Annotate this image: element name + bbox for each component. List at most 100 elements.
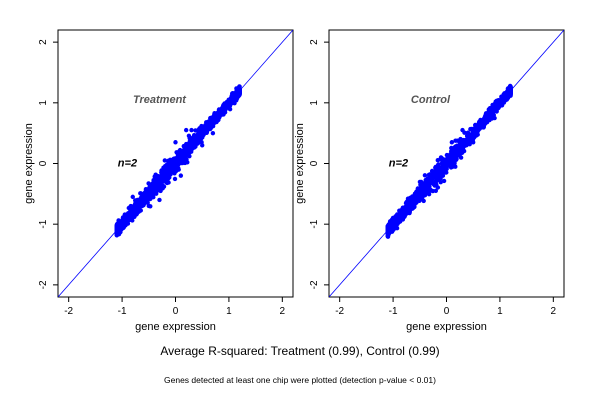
treatment-data-point [130, 194, 135, 200]
control-data-point [481, 118, 487, 124]
treatment-point [203, 129, 208, 134]
treatment-point [175, 151, 180, 157]
treatment-point [172, 176, 178, 182]
treatment-y-tick-label: -1 [38, 219, 49, 228]
treatment-data-point [162, 174, 168, 180]
control-data-point [444, 160, 449, 165]
treatment-point [198, 133, 203, 138]
control-point [405, 206, 410, 211]
control-y-tick-label: -2 [309, 280, 320, 289]
control-data-point [406, 200, 412, 206]
treatment-point [187, 145, 192, 150]
treatment-data-point [205, 124, 210, 130]
treatment-data-point [141, 197, 146, 203]
control-point [441, 178, 447, 184]
treatment-point [161, 184, 167, 189]
control-point [474, 128, 479, 133]
r-squared-caption: Average R-squared: Treatment (0.99), Con… [160, 344, 440, 358]
treatment-data-point [194, 138, 200, 143]
treatment-scatter-panel: -2 -1 0 1 2 -2 -1 0 1 2 gene expression gene expres… [23, 29, 294, 333]
treatment-point [186, 133, 192, 138]
control-data-point [460, 143, 465, 148]
control-point [419, 187, 424, 192]
control-data-point [433, 188, 439, 194]
control-point [450, 151, 455, 157]
control-n-annotation: n=2 [389, 158, 408, 170]
control-point [473, 122, 478, 128]
control-x-tick-label: -2 [335, 306, 344, 317]
treatment-y-tick-label: 2 [38, 39, 49, 45]
treatment-data-point [216, 113, 221, 119]
control-x-tick-label: -1 [389, 306, 398, 317]
treatment-data-point [119, 218, 125, 224]
treatment-point [181, 143, 186, 149]
control-data-point [422, 184, 428, 189]
treatment-y-tick-label: 1 [38, 100, 49, 106]
control-point [426, 187, 431, 192]
control-x-axis-title: gene expression [406, 321, 487, 333]
treatment-panel-label: Treatment [133, 94, 187, 106]
treatment-point [136, 204, 142, 209]
treatment-point [131, 212, 137, 217]
treatment-data-point [189, 141, 194, 146]
control-point [438, 170, 443, 175]
treatment-point [144, 193, 149, 198]
control-data-point [412, 196, 417, 201]
treatment-point [181, 157, 187, 163]
treatment-data-point [146, 203, 151, 209]
treatment-point [153, 172, 158, 177]
control-data-point [487, 111, 492, 116]
treatment-point [115, 222, 120, 227]
control-point [465, 141, 471, 146]
treatment-point [118, 224, 123, 229]
treatment-data-point [173, 140, 178, 145]
control-point [426, 192, 432, 197]
control-point [468, 126, 473, 132]
treatment-point [166, 172, 171, 177]
control-scatter-panel: -2 -1 0 1 2 -2 -1 0 1 2 gene expression gene expres… [294, 29, 565, 333]
control-point [412, 191, 418, 196]
treatment-data-point [151, 185, 157, 190]
treatment-x-axis-title: gene expression [135, 321, 216, 333]
control-point [393, 225, 398, 230]
treatment-point [193, 128, 198, 133]
treatment-x-tick-label: 2 [280, 306, 286, 317]
control-point [487, 106, 493, 111]
treatment-data-point [130, 208, 135, 214]
treatment-data-point [162, 158, 168, 163]
control-data-point [438, 166, 444, 171]
control-data-point [428, 178, 433, 183]
control-data-point [476, 123, 481, 129]
control-point [412, 204, 417, 210]
control-x-tick-label: 1 [497, 306, 503, 317]
control-point [453, 138, 458, 143]
treatment-y-axis-title: gene expression [23, 123, 35, 204]
treatment-data-point [189, 127, 194, 133]
treatment-point [189, 137, 195, 142]
control-data-point [503, 95, 508, 101]
control-point [386, 231, 391, 236]
control-data-point [460, 127, 465, 133]
treatment-data-point [237, 89, 242, 95]
control-point [451, 164, 456, 169]
control-data-point [465, 135, 471, 141]
treatment-data-point [157, 176, 162, 181]
treatment-data-point [183, 150, 189, 155]
treatment-data-point [200, 143, 205, 148]
control-x-tick-label: 0 [444, 306, 450, 317]
treatment-data-point [146, 188, 151, 194]
control-data-point [433, 172, 439, 177]
treatment-x-tick-label: -2 [64, 306, 73, 317]
treatment-data-point [200, 129, 205, 135]
control-y-tick-label: -1 [309, 219, 320, 228]
treatment-data-point [210, 130, 216, 136]
control-panel-label: Control [411, 94, 451, 106]
control-point [407, 209, 412, 214]
control-point [433, 167, 439, 172]
treatment-x-tick-label: -1 [118, 306, 127, 317]
treatment-data-point [178, 154, 184, 159]
treatment-x-tick-label: 1 [226, 306, 232, 317]
control-point [417, 179, 423, 185]
treatment-data-point [232, 94, 237, 99]
